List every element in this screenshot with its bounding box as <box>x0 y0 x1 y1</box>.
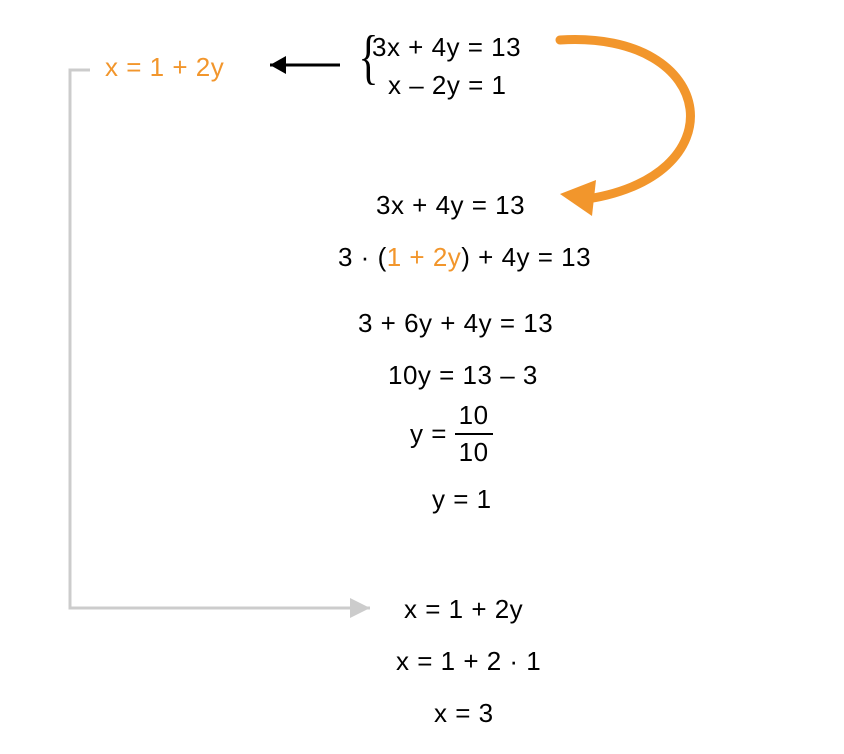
step-line-8: x = 1 + 2 · 1 <box>396 646 541 677</box>
system-eq1: 3x + 4y = 13 <box>372 32 521 63</box>
step-line-2: 3 · (1 + 2y) + 4y = 13 <box>338 242 591 273</box>
isolated-expression: x = 1 + 2y <box>105 52 224 83</box>
orange-curved-arrow <box>560 40 690 200</box>
isolated-prefix: x = <box>105 52 150 82</box>
orange-arrowhead <box>560 180 596 216</box>
step-fraction: y = 10 10 <box>410 400 493 468</box>
step-line-1: 3x + 4y = 13 <box>376 190 525 221</box>
fraction-denominator: 10 <box>455 433 493 468</box>
fraction-numerator: 10 <box>455 400 493 433</box>
fraction: 10 10 <box>455 400 493 468</box>
math-diagram: { 3x + 4y = 13 x – 2y = 1 x = 1 + 2y 3x … <box>0 0 844 754</box>
step2-mid: 1 + 2y <box>387 242 462 272</box>
gray-flow-arrow <box>70 70 370 608</box>
gray-flow-arrowhead <box>350 598 370 618</box>
step-line-3: 3 + 6y + 4y = 13 <box>358 308 553 339</box>
isolated-value: 1 + 2y <box>150 52 225 82</box>
step-line-4: 10y = 13 – 3 <box>388 360 538 391</box>
step-line-6: y = 1 <box>432 484 492 515</box>
step-line-7: x = 1 + 2y <box>404 594 523 625</box>
fraction-lead: y = <box>410 419 455 449</box>
black-arrowhead <box>270 56 286 74</box>
step-line-9: x = 3 <box>434 698 494 729</box>
step2-post: ) + 4y = 13 <box>461 242 591 272</box>
system-eq2: x – 2y = 1 <box>388 70 506 101</box>
step2-pre: 3 · ( <box>338 242 387 272</box>
